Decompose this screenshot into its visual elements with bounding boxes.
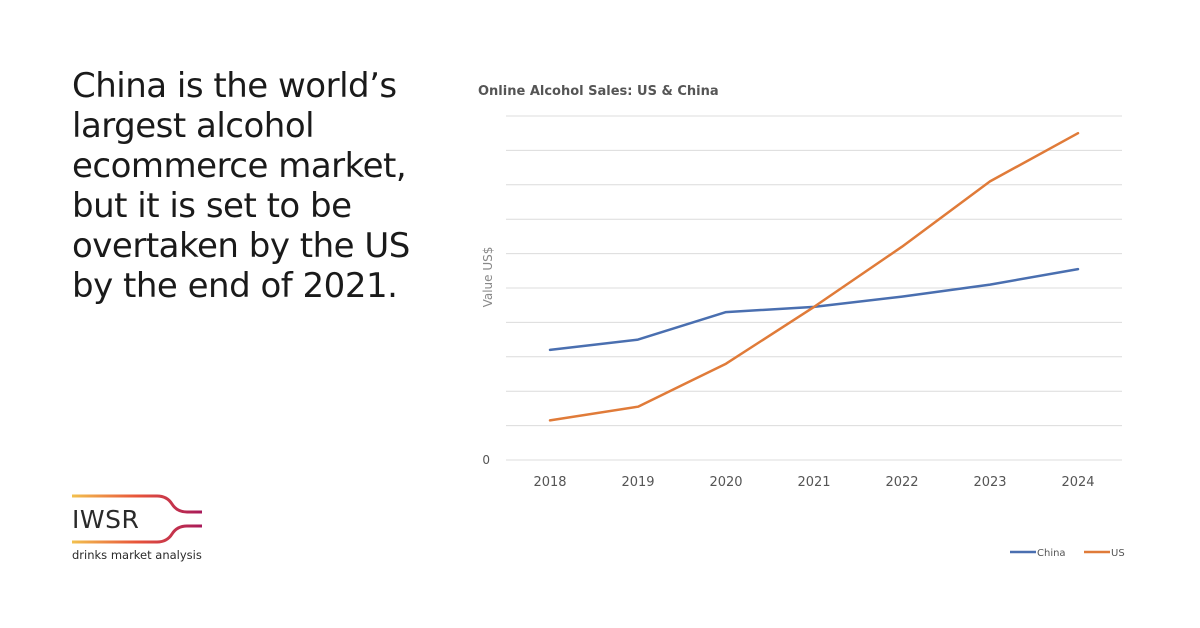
- y-axis-title: Value US$: [481, 247, 495, 308]
- x-tick-label: 2020: [709, 475, 742, 490]
- legend-item-us: US: [1084, 548, 1125, 559]
- x-tick-label: 2019: [621, 475, 654, 490]
- logo-lines-icon: [72, 494, 202, 544]
- x-tick-label: 2023: [973, 475, 1006, 490]
- line-chart: Online Alcohol Sales: US & China 0 Value…: [478, 84, 1125, 559]
- x-tick-label: 2018: [533, 475, 566, 490]
- legend-item-china: China: [1010, 548, 1066, 559]
- x-tick-label: 2021: [797, 475, 830, 490]
- series-line-china: [548, 267, 1080, 352]
- series-line-us: [548, 131, 1080, 422]
- x-tick-label: 2022: [885, 475, 918, 490]
- headline-text: China is the world’s largest alcohol eco…: [72, 66, 410, 306]
- grid-lines: [506, 115, 1122, 461]
- x-axis-labels: 2018 2019 2020 2021 2022 2023 2024: [533, 475, 1094, 490]
- y-tick-label: 0: [482, 453, 490, 467]
- x-tick-label: 2024: [1061, 475, 1094, 490]
- iwsr-logo: IWSR drinks market analysis: [72, 492, 212, 572]
- y-axis-labels: 0: [482, 453, 490, 467]
- legend: China US: [1010, 548, 1125, 559]
- series-lines: [548, 131, 1080, 422]
- legend-label: US: [1111, 548, 1125, 559]
- legend-label: China: [1037, 548, 1066, 559]
- logo-tagline: drinks market analysis: [72, 548, 202, 562]
- logo-name: IWSR: [72, 505, 140, 534]
- chart-title: Online Alcohol Sales: US & China: [478, 84, 719, 99]
